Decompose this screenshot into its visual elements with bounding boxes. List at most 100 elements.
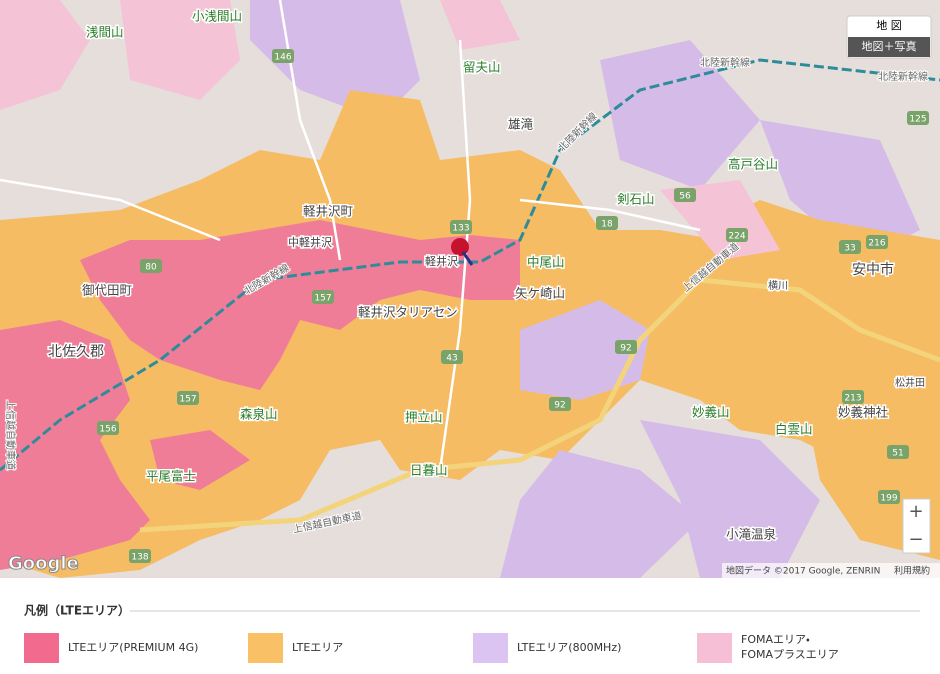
place-label: 日暮山 [410, 463, 448, 478]
route-shield [441, 350, 463, 364]
coverage-areas [0, 0, 940, 578]
route-number: 157 [314, 294, 331, 304]
route-shields: 146 133 18 56 125 224 216 33 157 43 92 92 156 157 213 5… [97, 49, 929, 563]
place-label: 雄滝 [508, 117, 534, 132]
place-label: 妙義山 [692, 405, 730, 420]
route-shield [97, 421, 119, 435]
legend-swatch [24, 633, 59, 663]
place-label: 浅間山 [86, 25, 124, 40]
pin-needle [461, 251, 474, 266]
legend-title: 凡例（LTEエリア） [24, 603, 130, 618]
zoom-out[interactable]: − [908, 529, 923, 550]
local-road [0, 0, 701, 471]
route-shield [615, 340, 637, 354]
route-shield [129, 549, 151, 563]
route-shield [887, 445, 909, 459]
road-label: 北陸新幹線 [878, 70, 928, 83]
route-shield [272, 49, 294, 63]
route-number: 51 [892, 449, 903, 459]
area-foma [0, 0, 780, 260]
place-label: 松井田 [895, 376, 925, 389]
terms-link[interactable]: 利用規約 [894, 565, 930, 577]
zoom-in[interactable]: + [908, 501, 923, 522]
route-number: 43 [446, 354, 457, 364]
route-shield [140, 259, 162, 273]
route-number: 157 [179, 395, 196, 405]
route-shield [907, 111, 929, 125]
place-label: 小浅間山 [192, 9, 242, 24]
place-label: 剣石山 [617, 192, 655, 207]
area-lte-premium [0, 220, 520, 570]
place-label: 白雲山 [775, 422, 813, 437]
area-800mhz-south [500, 300, 820, 578]
zoom-box [902, 498, 931, 554]
place-labels: 浅間山 小浅間山 留夫山 雄滝 高戸谷山 剣石山 軽井沢町 中軽井沢 軽井沢 中… [47, 7, 927, 543]
place-label: 妙義神社 [838, 405, 889, 420]
place-label: 軽井沢 [425, 254, 458, 268]
roads [0, 0, 940, 533]
attribution: 地図データ ©2017 Google, ZENRIN [726, 565, 880, 577]
legend-swatch [473, 633, 508, 663]
route-shield [839, 240, 861, 254]
route-shield [312, 290, 334, 304]
zoom-control: + − [902, 498, 931, 554]
route-number: 92 [620, 344, 631, 354]
location-pin [451, 238, 469, 256]
route-number: 224 [728, 232, 745, 242]
route-number: 199 [880, 494, 897, 504]
route-shield [177, 391, 199, 405]
road-label: 北陸新幹線 [700, 56, 750, 69]
map-type-control: 地 図 地図＋写真 [846, 15, 932, 59]
route-shield [674, 188, 696, 202]
place-label: 北佐久郡 [48, 344, 104, 360]
satellite-button-bg[interactable] [848, 37, 930, 57]
route-shield [878, 490, 900, 504]
route-number: 146 [274, 53, 291, 63]
route-number: 80 [145, 263, 157, 273]
place-label: 小滝温泉 [726, 527, 777, 542]
route-shield [450, 220, 472, 234]
legend-label: LTEエリア(800MHz) [517, 641, 621, 654]
route-shield [842, 390, 864, 404]
route-number: 213 [844, 394, 861, 404]
road-label: 上信越自動車道 [4, 400, 17, 470]
route-number: 133 [452, 224, 469, 234]
attribution-bg [722, 563, 940, 578]
route-number: 56 [679, 192, 691, 202]
route-number: 33 [844, 244, 855, 254]
route-number: 138 [131, 553, 148, 563]
place-label: 平尾富士 [146, 469, 196, 484]
legend-label: LTEエリア [292, 641, 343, 654]
expressway [139, 277, 940, 533]
place-label: 矢ケ崎山 [515, 286, 565, 301]
shinkansen-line [0, 58, 940, 472]
route-number: 125 [909, 115, 926, 125]
route-shield [726, 228, 748, 242]
route-shield [866, 235, 888, 249]
satellite-button[interactable]: 地図＋写真 [862, 39, 917, 53]
route-shield [596, 216, 618, 230]
place-label: 押立山 [405, 410, 443, 425]
place-label: 高戸谷山 [728, 157, 778, 172]
legend-label: LTEエリア(PREMIUM 4G) [68, 641, 198, 654]
route-shield [549, 397, 571, 411]
area-lte-east [700, 200, 940, 560]
place-label: 安中市 [852, 262, 894, 278]
place-label: 軽井沢タリアセン [358, 305, 458, 320]
route-number: 18 [601, 220, 613, 230]
place-label: 留夫山 [463, 60, 501, 75]
legend-label: FOMAプラスエリア [741, 648, 839, 661]
route-number: 92 [554, 401, 565, 411]
legend-label: FOMAエリア・ [741, 633, 810, 646]
route-number: 216 [868, 239, 885, 249]
google-logo: Google [8, 553, 79, 574]
place-label: 中軽井沢 [288, 235, 332, 249]
legend-swatch [697, 633, 732, 663]
legend: 凡例（LTEエリア） LTEエリア(PREMIUM 4G) LTEエリア LTE… [24, 603, 920, 663]
route-number: 156 [99, 425, 116, 435]
place-label: 軽井沢町 [303, 204, 354, 219]
map-button[interactable]: 地 図 [876, 19, 902, 32]
place-label: 中尾山 [527, 255, 565, 270]
